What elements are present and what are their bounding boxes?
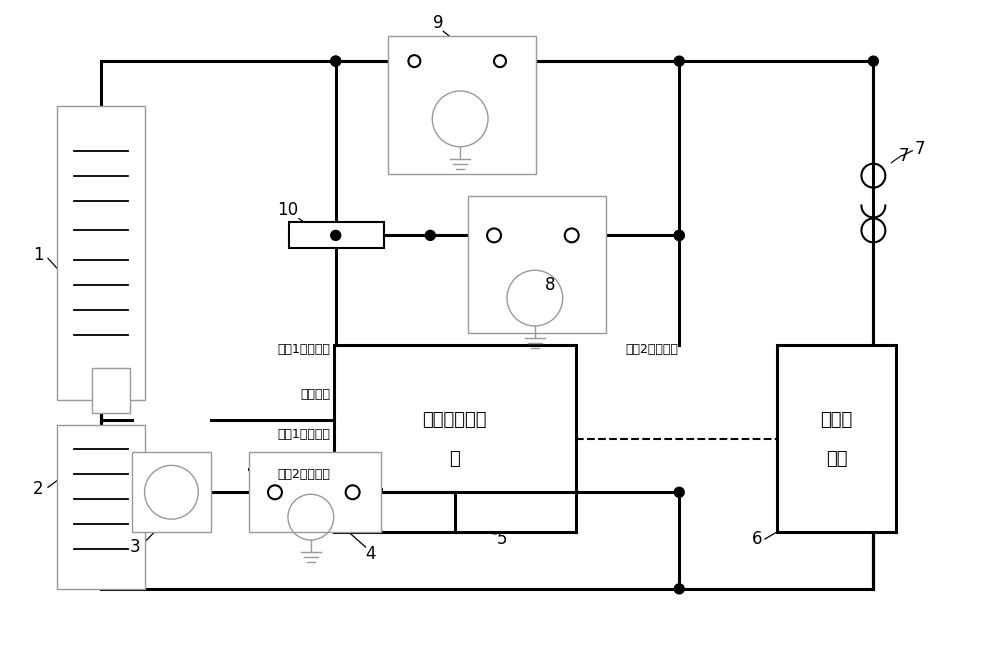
Circle shape bbox=[331, 56, 341, 66]
Bar bbox=[468, 195, 606, 333]
Text: 7: 7 bbox=[898, 147, 909, 165]
Text: 8: 8 bbox=[545, 276, 555, 294]
Text: 电流检测: 电流检测 bbox=[301, 388, 331, 401]
Bar bbox=[334, 345, 576, 532]
Circle shape bbox=[674, 230, 684, 240]
Text: 总压1检测负极: 总压1检测负极 bbox=[278, 428, 331, 441]
Circle shape bbox=[331, 230, 341, 240]
Circle shape bbox=[674, 584, 684, 594]
Circle shape bbox=[331, 56, 341, 66]
Text: 5: 5 bbox=[497, 530, 507, 548]
Text: 总压2检测正极: 总压2检测正极 bbox=[625, 344, 678, 356]
Circle shape bbox=[425, 230, 435, 240]
Bar bbox=[388, 36, 536, 173]
Circle shape bbox=[868, 56, 878, 66]
Text: 10: 10 bbox=[277, 201, 298, 219]
Circle shape bbox=[674, 487, 684, 498]
Text: 控制及检测单: 控制及检测单 bbox=[422, 411, 487, 428]
Text: 2: 2 bbox=[33, 480, 43, 498]
Text: 3: 3 bbox=[129, 538, 140, 556]
Bar bbox=[57, 424, 145, 589]
Text: 制器: 制器 bbox=[826, 450, 847, 468]
Text: 9: 9 bbox=[433, 14, 444, 32]
Text: 电机控: 电机控 bbox=[820, 411, 853, 428]
Text: 7: 7 bbox=[914, 140, 925, 158]
Text: 6: 6 bbox=[752, 530, 762, 548]
Text: 元: 元 bbox=[449, 450, 460, 468]
Bar bbox=[249, 452, 381, 532]
Circle shape bbox=[674, 230, 684, 240]
Circle shape bbox=[674, 56, 684, 66]
Text: 1: 1 bbox=[33, 247, 43, 264]
Text: 总压2检测负极: 总压2检测负极 bbox=[278, 468, 331, 481]
Bar bbox=[57, 106, 145, 400]
Bar bbox=[289, 223, 384, 248]
Bar bbox=[92, 367, 130, 413]
Text: 总压1检测正极: 总压1检测正极 bbox=[278, 344, 331, 356]
Bar bbox=[777, 345, 896, 532]
Text: 4: 4 bbox=[365, 545, 376, 563]
Bar bbox=[132, 452, 211, 532]
